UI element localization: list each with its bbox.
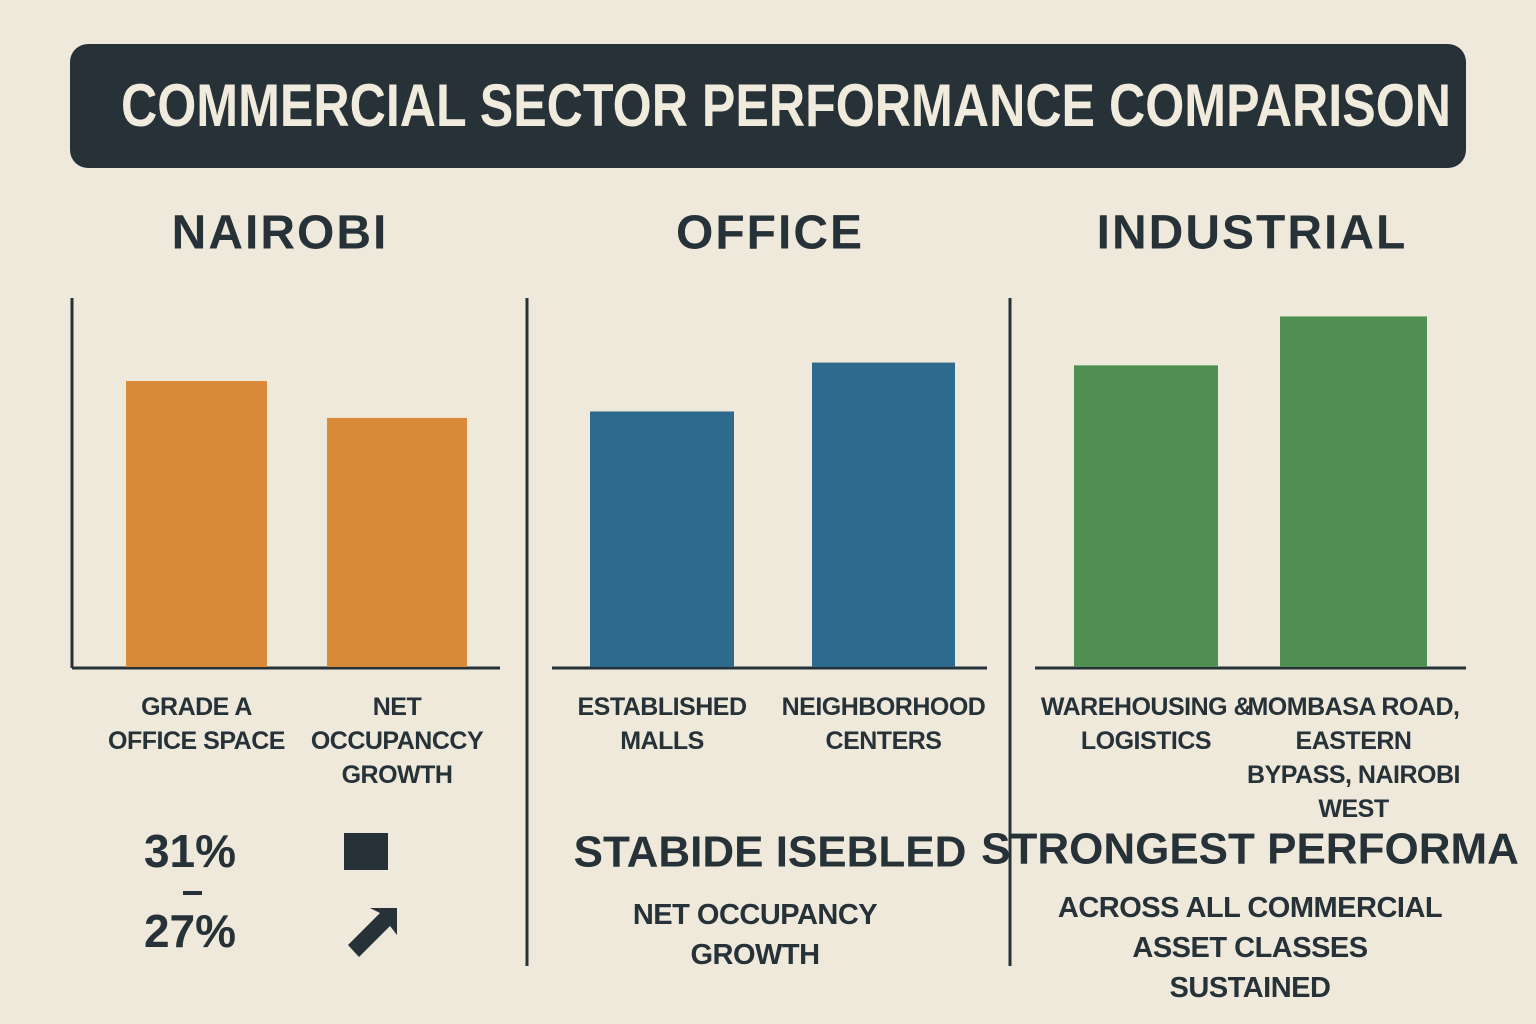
panel-title: NAIROBI [172,207,389,260]
category-label: GRADE A OFFICE SPACE [108,693,285,755]
bar [1280,316,1427,667]
value-label: 31% [144,825,236,877]
bar [590,411,734,667]
category-label: ESTABLISHED MALLS [577,693,747,755]
annotation: STABIDE ISEBLED [574,828,967,877]
bar [126,381,267,667]
page-title: COMMERCIAL SECTOR PERFORMANCE COMPARISON [121,72,1451,139]
bar [1074,365,1218,667]
title-bar [70,44,1466,168]
category-label: NET OCCUPANCCY GROWTH [310,693,484,789]
panel-title: INDUSTRIAL [1097,207,1408,260]
note: NET OCCUPANCY GROWTH [632,899,878,971]
annotation: STRONGEST PERFORMA [981,825,1519,874]
note: ACROSS ALL COMMERCIAL ASSET CLASSES SUST… [1057,892,1443,1004]
panel-title: OFFICE [676,207,864,260]
bar [327,417,467,667]
square-icon [344,833,388,870]
category-label: WAREHOUSING & LOGISTICS [1040,693,1252,755]
value-label: 27% [144,905,236,957]
category-label: MOMBASA ROAD, EASTERN BYPASS, NAIROBI WE… [1247,693,1460,823]
category-label: NEIGHBORHOOD CENTERS [781,693,986,755]
bar [812,362,955,667]
arrow-icon [348,908,397,957]
